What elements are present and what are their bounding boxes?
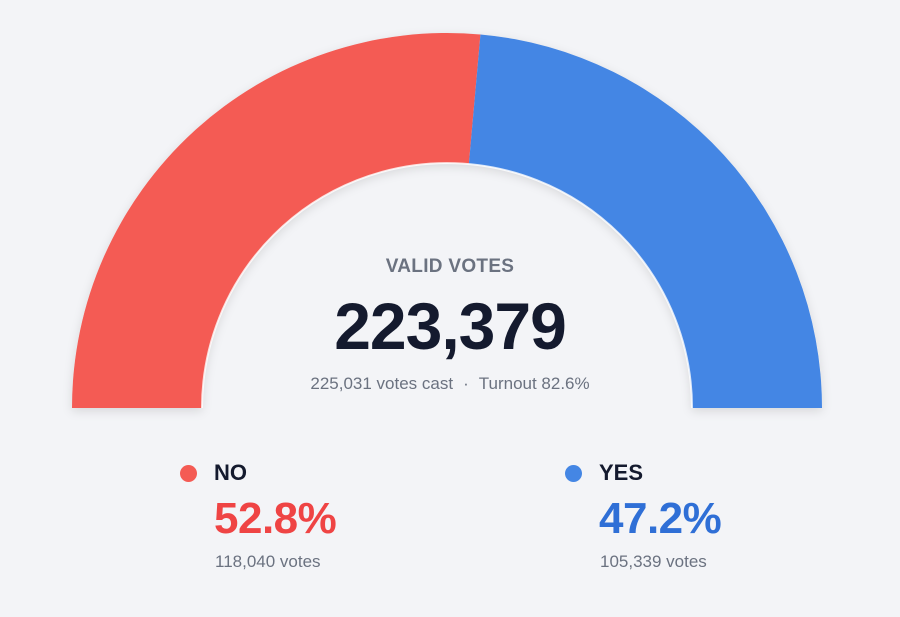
no-vote-count: 118,040 votes xyxy=(215,552,321,571)
legend-yes-name: YES xyxy=(599,460,644,485)
gauge-segment-no xyxy=(72,32,481,408)
no-percentage: 52.8% xyxy=(214,494,337,543)
yes-color-dot-icon xyxy=(565,464,582,482)
yes-vote-count: 105,339 votes xyxy=(600,552,707,571)
legend-yes: YES 47.2% 105,339 votes xyxy=(565,458,722,572)
turnout-text: Turnout 82.6% xyxy=(478,374,590,393)
no-color-dot-icon xyxy=(180,464,197,482)
legend-no: NO 52.8% 118,040 votes xyxy=(180,458,337,572)
gauge-segment-yes xyxy=(468,34,822,409)
valid-votes-title: VALID VOTES xyxy=(385,256,515,277)
valid-votes-total: 223,379 xyxy=(334,289,567,363)
legend-no-name: NO xyxy=(214,460,247,485)
votes-cast-text: 225,031 votes cast xyxy=(310,374,454,393)
gauge-inner-edge xyxy=(201,162,693,409)
yes-percentage: 47.2% xyxy=(599,494,722,543)
votes-cast-turnout-line: 225,031 votes cast · Turnout 82.6% xyxy=(250,374,650,394)
separator-dot: · xyxy=(463,374,469,393)
